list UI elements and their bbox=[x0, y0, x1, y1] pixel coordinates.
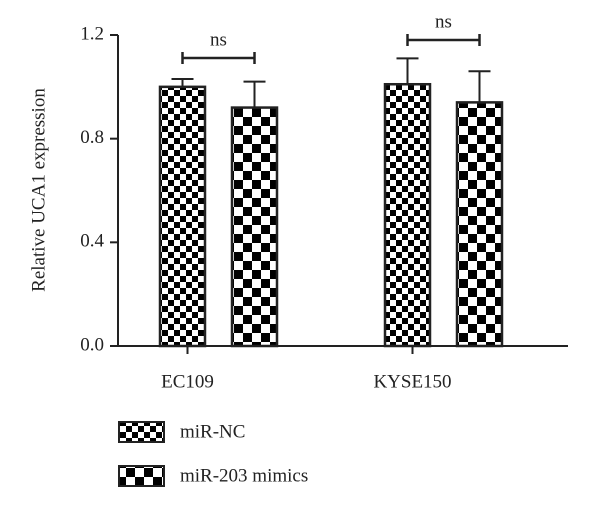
bar bbox=[230, 106, 279, 348]
y-tick-label: 1.2 bbox=[80, 23, 104, 44]
error-bar bbox=[468, 70, 491, 103]
y-axis-label: Relative UCA1 expression bbox=[28, 88, 49, 292]
significance-bracket bbox=[181, 52, 256, 64]
legend-swatch bbox=[118, 465, 165, 487]
annotation: ns bbox=[210, 29, 227, 50]
error-bar bbox=[243, 80, 266, 108]
significance-bracket bbox=[406, 34, 481, 46]
annotation: ns bbox=[435, 11, 452, 32]
legend-swatch bbox=[118, 421, 165, 443]
bar bbox=[383, 82, 432, 348]
x-tick-label: EC109 bbox=[161, 371, 214, 392]
bar bbox=[158, 85, 207, 348]
y-tick-label: 0.4 bbox=[80, 231, 104, 252]
x-tick-label: KYSE150 bbox=[373, 371, 451, 392]
legend-label: miR-203 mimics bbox=[180, 465, 308, 486]
bar bbox=[455, 101, 504, 348]
error-bar bbox=[171, 78, 194, 87]
y-tick-label: 0.0 bbox=[80, 334, 104, 355]
legend-label: miR-NC bbox=[180, 421, 245, 442]
y-tick-label: 0.8 bbox=[80, 127, 104, 148]
error-bar bbox=[396, 57, 419, 85]
